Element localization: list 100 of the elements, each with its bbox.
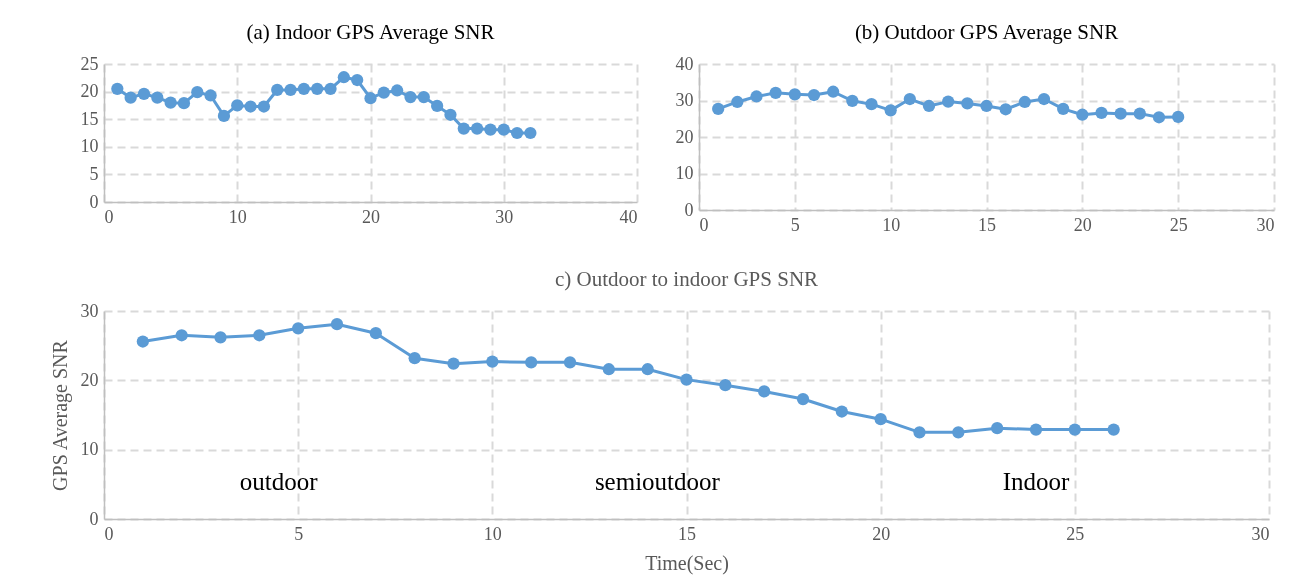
y-tick-label: 20	[675, 126, 694, 147]
point	[136, 335, 149, 348]
point	[922, 99, 936, 113]
x-tick-label: 15	[978, 214, 996, 235]
point	[1076, 108, 1089, 121]
point	[1037, 92, 1051, 106]
point	[1172, 110, 1185, 124]
point	[750, 90, 763, 103]
annotation: outdoor	[239, 467, 319, 495]
x-tick-label: 40	[619, 206, 638, 227]
point	[1057, 102, 1070, 116]
x-tick-label: 5	[294, 523, 304, 544]
point	[913, 426, 926, 439]
chart-title: (a) Indoor GPS Average SNR	[246, 20, 495, 44]
point	[980, 99, 993, 113]
point	[244, 100, 257, 113]
point	[758, 385, 771, 398]
point	[942, 95, 955, 108]
point	[524, 126, 537, 140]
point	[497, 123, 510, 136]
point	[865, 98, 878, 111]
point	[1068, 423, 1081, 436]
point	[484, 123, 497, 136]
point	[297, 82, 310, 95]
point	[164, 96, 177, 109]
y-tick-label: 20	[80, 81, 99, 102]
x-tick-label: 0	[104, 206, 114, 227]
point	[846, 94, 859, 107]
y-tick-label: 10	[80, 439, 99, 460]
point	[151, 91, 164, 104]
point	[731, 95, 744, 109]
point	[796, 392, 810, 406]
point	[903, 92, 916, 106]
y-tick-label: 30	[80, 300, 99, 321]
point	[431, 99, 444, 113]
point	[769, 86, 782, 99]
point	[1018, 95, 1031, 109]
x-tick-label: 0	[104, 523, 114, 544]
point	[284, 83, 297, 97]
point	[271, 83, 284, 97]
point	[510, 126, 524, 140]
x-tick-label: 5	[790, 214, 800, 235]
y-axis-title: GPS Average SNR	[48, 339, 72, 491]
point	[292, 322, 305, 335]
point	[217, 109, 231, 122]
point	[712, 102, 725, 116]
y-tick-label: 0	[89, 508, 99, 529]
point	[257, 100, 271, 113]
x-tick-label: 0	[699, 214, 709, 235]
point	[311, 82, 324, 95]
point	[884, 104, 897, 117]
point	[364, 92, 377, 105]
point	[470, 122, 484, 135]
point	[1029, 423, 1043, 436]
point	[111, 82, 124, 95]
x-tick-label: 20	[872, 523, 891, 544]
point	[214, 331, 227, 344]
point	[1095, 106, 1108, 120]
point	[563, 356, 577, 369]
annotation: Indoor	[1002, 467, 1070, 495]
point	[408, 352, 421, 365]
y-tick-label: 10	[675, 163, 694, 183]
point	[641, 363, 654, 376]
point	[525, 356, 538, 369]
x-tick-label: 25	[1169, 214, 1188, 235]
x-tick-label: 20	[362, 206, 380, 227]
annotation: semioutdoor	[594, 467, 721, 495]
y-tick-label: 40	[675, 53, 694, 74]
point	[177, 97, 191, 110]
point	[602, 363, 615, 376]
point	[999, 103, 1012, 116]
point	[874, 413, 887, 426]
point	[191, 86, 204, 99]
point	[1114, 107, 1127, 120]
point	[444, 108, 457, 121]
point	[337, 71, 350, 84]
point	[324, 82, 337, 95]
point	[952, 426, 965, 439]
point	[330, 318, 344, 331]
y-tick-label: 0	[89, 191, 99, 212]
chart-title: (b) Outdoor GPS Average SNR	[854, 20, 1119, 44]
x-tick-label: 30	[495, 206, 514, 227]
point	[807, 88, 821, 102]
point	[204, 89, 217, 102]
point	[719, 379, 732, 392]
x-tick-label: 10	[483, 523, 502, 544]
point	[835, 405, 848, 418]
point	[351, 73, 364, 87]
y-tick-label: 5	[89, 163, 99, 184]
point	[486, 355, 499, 368]
y-tick-label: 25	[80, 53, 99, 74]
x-tick-label: 10	[882, 214, 901, 235]
x-tick-label: 25	[1066, 523, 1085, 544]
point	[417, 91, 430, 104]
x-tick-label: 30	[1256, 214, 1275, 235]
chart-title: c) Outdoor to indoor GPS SNR	[554, 267, 819, 291]
point	[369, 327, 382, 340]
x-axis-title: Time(Sec)	[645, 551, 729, 575]
point	[827, 85, 840, 98]
y-tick-label: 10	[80, 136, 99, 157]
